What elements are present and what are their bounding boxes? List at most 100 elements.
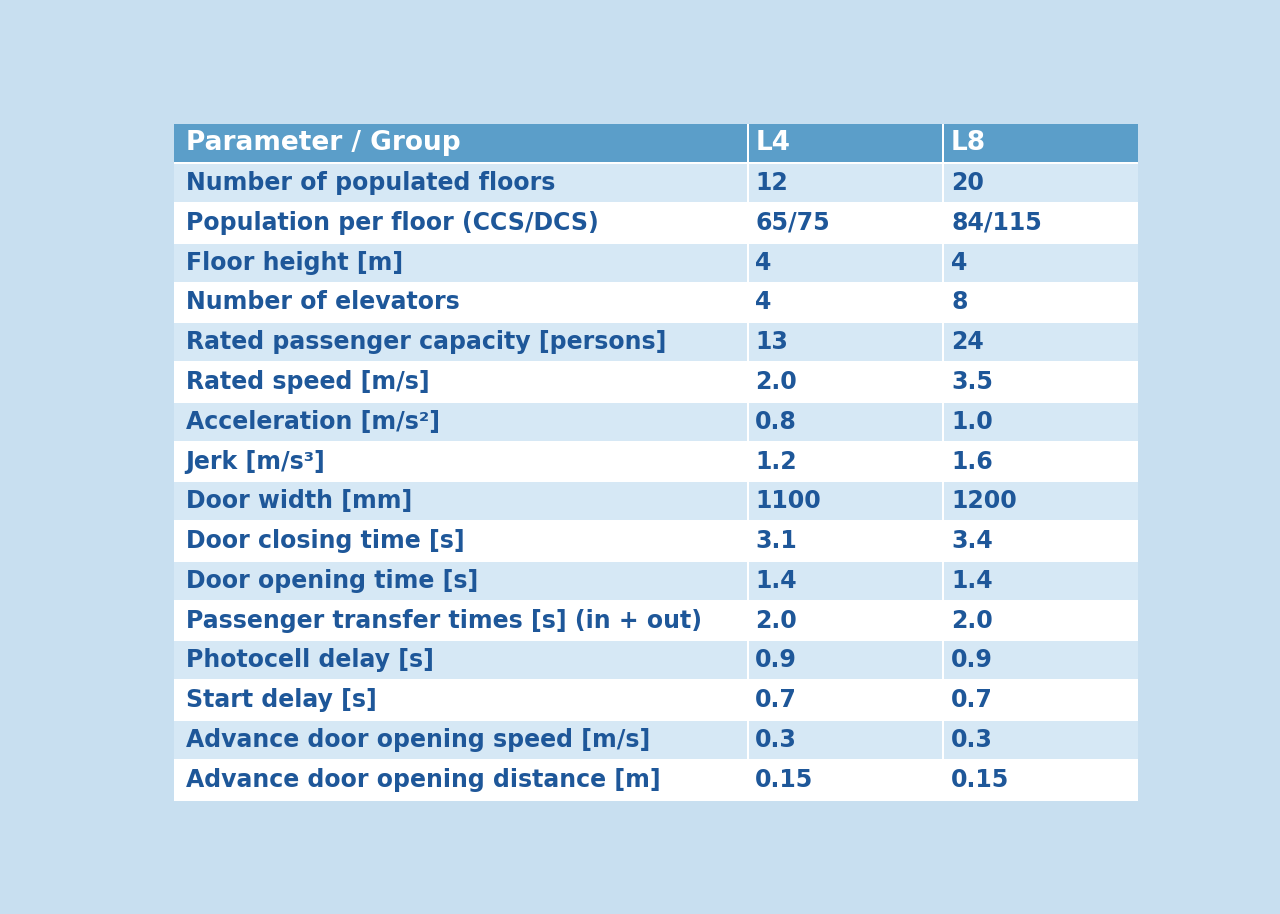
Text: 84/115: 84/115 (951, 211, 1042, 235)
Bar (174, 679, 1138, 681)
Text: 1200: 1200 (951, 489, 1016, 514)
Bar (174, 482, 748, 521)
Text: 3.4: 3.4 (951, 529, 993, 553)
Bar (174, 521, 748, 561)
Bar (943, 243, 1138, 282)
Bar (943, 521, 1138, 561)
Bar (174, 242, 1138, 244)
Text: Number of populated floors: Number of populated floors (186, 171, 556, 196)
Bar (748, 243, 943, 282)
Text: 2.0: 2.0 (755, 370, 797, 394)
Text: 3.1: 3.1 (755, 529, 797, 553)
Bar (943, 641, 1138, 680)
Bar (174, 402, 748, 441)
Bar (943, 323, 1138, 362)
Text: 0.9: 0.9 (755, 648, 797, 673)
Text: 4: 4 (755, 250, 772, 275)
Text: 0.7: 0.7 (755, 688, 797, 712)
Bar (174, 164, 748, 203)
Bar (746, 123, 749, 800)
Text: Photocell delay [s]: Photocell delay [s] (186, 648, 434, 673)
Text: Door width [mm]: Door width [mm] (186, 489, 412, 514)
Text: 1.4: 1.4 (755, 569, 797, 593)
Bar (943, 402, 1138, 441)
Bar (943, 760, 1138, 800)
Bar (174, 282, 748, 323)
Bar (174, 441, 748, 482)
Bar (943, 441, 1138, 482)
Text: Acceleration [m/s²]: Acceleration [m/s²] (186, 409, 439, 434)
Text: 4: 4 (951, 250, 968, 275)
Bar (748, 482, 943, 521)
Bar (943, 720, 1138, 760)
Bar (748, 323, 943, 362)
Text: 1100: 1100 (755, 489, 820, 514)
Text: 0.15: 0.15 (755, 768, 814, 792)
Text: 4: 4 (755, 291, 772, 314)
Bar (174, 202, 1138, 204)
Bar (174, 123, 748, 164)
Text: Rated passenger capacity [persons]: Rated passenger capacity [persons] (186, 330, 666, 355)
Bar (174, 641, 748, 680)
Text: 8: 8 (951, 291, 968, 314)
Text: 1.6: 1.6 (951, 450, 993, 473)
Bar (174, 720, 748, 760)
Bar (174, 163, 1138, 165)
Text: Population per floor (CCS/DCS): Population per floor (CCS/DCS) (186, 211, 598, 235)
Bar (748, 600, 943, 641)
Bar (174, 322, 1138, 324)
Bar (942, 123, 945, 800)
Text: 20: 20 (951, 171, 984, 196)
Bar (174, 799, 1138, 801)
Text: Door closing time [s]: Door closing time [s] (186, 529, 465, 553)
Text: Advance door opening distance [m]: Advance door opening distance [m] (186, 768, 660, 792)
Text: 0.3: 0.3 (755, 728, 797, 752)
Text: 0.7: 0.7 (951, 688, 993, 712)
Text: 13: 13 (755, 330, 788, 355)
Bar (174, 561, 748, 600)
Text: 24: 24 (951, 330, 984, 355)
Bar (174, 401, 1138, 403)
Bar (748, 402, 943, 441)
Bar (174, 361, 1138, 363)
Text: 12: 12 (755, 171, 788, 196)
Bar (943, 203, 1138, 243)
Bar (174, 441, 1138, 442)
Text: Floor height [m]: Floor height [m] (186, 250, 403, 275)
Bar (174, 560, 1138, 562)
Bar (748, 164, 943, 203)
Bar (748, 561, 943, 600)
Text: Jerk [m/s³]: Jerk [m/s³] (186, 450, 325, 473)
Text: 0.15: 0.15 (951, 768, 1009, 792)
Bar (748, 441, 943, 482)
Bar (174, 680, 748, 720)
Text: 1.0: 1.0 (951, 409, 993, 434)
Bar (748, 641, 943, 680)
Text: Rated speed [m/s]: Rated speed [m/s] (186, 370, 429, 394)
Bar (174, 760, 748, 800)
Bar (174, 243, 748, 282)
Bar (174, 481, 1138, 483)
Bar (748, 282, 943, 323)
Bar (748, 521, 943, 561)
Bar (748, 760, 943, 800)
Bar (943, 362, 1138, 402)
Text: 1.4: 1.4 (951, 569, 992, 593)
Bar (174, 520, 1138, 522)
Text: 65/75: 65/75 (755, 211, 829, 235)
Text: 1.2: 1.2 (755, 450, 797, 473)
Bar (174, 600, 748, 641)
Bar (943, 561, 1138, 600)
Text: 3.5: 3.5 (951, 370, 993, 394)
Bar (943, 282, 1138, 323)
Bar (174, 203, 748, 243)
Bar (174, 323, 748, 362)
Bar (174, 362, 748, 402)
Bar (748, 362, 943, 402)
Bar (748, 123, 943, 164)
Text: Advance door opening speed [m/s]: Advance door opening speed [m/s] (186, 728, 650, 752)
Bar (174, 719, 1138, 721)
Text: 2.0: 2.0 (951, 609, 993, 632)
Bar (174, 759, 1138, 760)
Text: 2.0: 2.0 (755, 609, 797, 632)
